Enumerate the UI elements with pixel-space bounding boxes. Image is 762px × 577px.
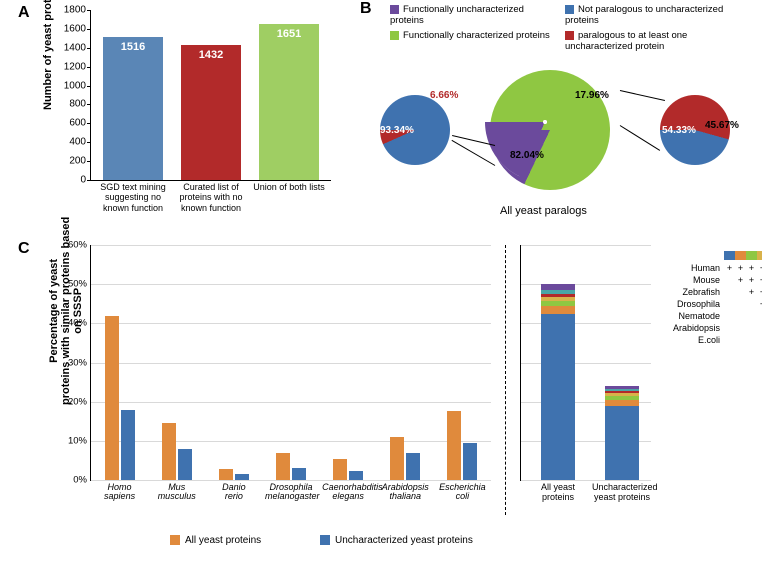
panel-c-divider xyxy=(505,245,506,515)
panel-a: Number of yeast proteins 020040060080010… xyxy=(50,10,340,210)
bar xyxy=(390,437,404,480)
panel-c: Percentage of yeast proteins with simila… xyxy=(50,245,750,565)
bar xyxy=(162,423,176,480)
stacked-bar xyxy=(605,386,639,480)
panel-c-axis-right: All yeastproteinsUncharacterizedyeast pr… xyxy=(520,245,651,481)
panel-c-axis-left: 0%10%20%30%40%50%60%HomosapiensMusmuscul… xyxy=(90,245,491,481)
legend-item: Functionally characterized proteins xyxy=(390,30,550,41)
legend-item: Functionally uncharacterized proteins xyxy=(390,4,550,27)
bar xyxy=(447,411,461,480)
panel-a-ylabel: Number of yeast proteins xyxy=(42,0,54,110)
matrix-row: E.coli+ xyxy=(662,335,762,347)
bar: 1432 xyxy=(181,45,241,180)
pie-label: 93.34% xyxy=(380,125,414,136)
legend-item: All yeast proteins xyxy=(170,535,261,546)
bar xyxy=(235,474,249,480)
panel-c-label: C xyxy=(18,240,30,258)
stacked-bar xyxy=(541,284,575,480)
pie-label: 45.67% xyxy=(705,120,739,131)
panel-a-axis: 0200400600800100012001400160018001516SGD… xyxy=(90,10,331,181)
pie-label: 6.66% xyxy=(430,90,458,101)
matrix-row: Human+++++++ xyxy=(662,263,762,275)
panel-a-label: A xyxy=(18,4,30,22)
connector-line xyxy=(620,125,661,151)
bar xyxy=(121,410,135,481)
bar xyxy=(463,443,477,480)
matrix-row: Arabidopsis++ xyxy=(662,323,762,335)
species-matrix: Human+++++++Mouse++++++Zebrafish+++++Dro… xyxy=(662,251,762,347)
bar: 1651 xyxy=(259,24,319,180)
connector-line xyxy=(620,90,665,101)
panel-b-caption: All yeast paralogs xyxy=(500,205,587,217)
legend-item: Not paralogous to uncharacterized protei… xyxy=(565,4,745,27)
bar xyxy=(292,468,306,480)
bar xyxy=(276,453,290,480)
bar xyxy=(333,459,347,480)
panel-b: Functionally uncharacterized proteins No… xyxy=(360,0,755,230)
bar xyxy=(349,471,363,480)
bar xyxy=(178,449,192,480)
figure: A B C Number of yeast proteins 020040060… xyxy=(0,0,762,577)
matrix-row: Zebrafish+++++ xyxy=(662,287,762,299)
pie-label: 17.96% xyxy=(575,90,609,101)
matrix-row: Nematode+++ xyxy=(662,311,762,323)
bar xyxy=(406,453,420,480)
matrix-row: Drosophila++++ xyxy=(662,299,762,311)
matrix-row: Mouse++++++ xyxy=(662,275,762,287)
bar xyxy=(219,469,233,480)
pie-slice-exploded xyxy=(485,62,605,182)
bar xyxy=(105,316,119,481)
bar: 1516 xyxy=(103,37,163,180)
legend-item: Uncharacterized yeast proteins xyxy=(320,535,473,546)
legend-item: paralogous to at least one uncharacteriz… xyxy=(565,30,745,53)
pie-label: 82.04% xyxy=(510,150,544,161)
pie-label: 54.33% xyxy=(662,125,696,136)
